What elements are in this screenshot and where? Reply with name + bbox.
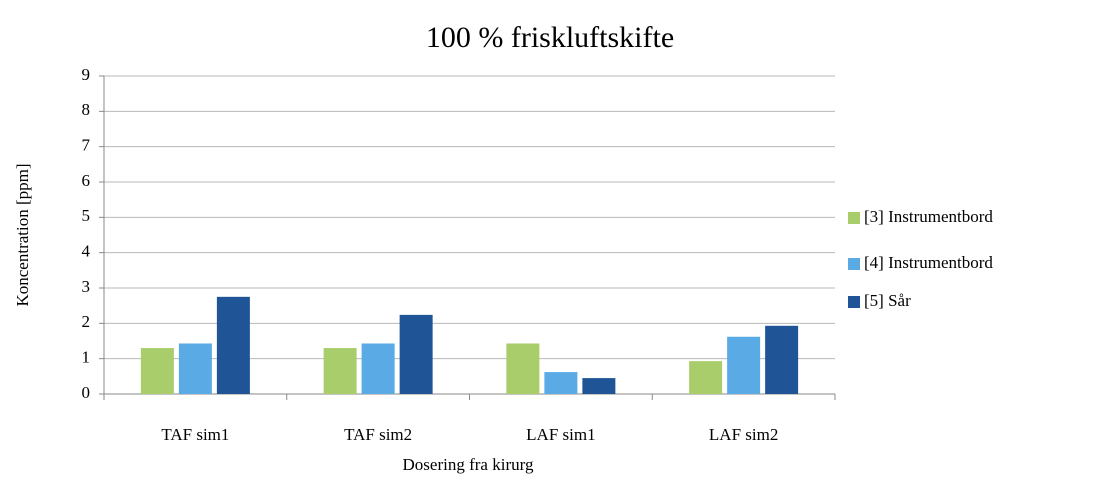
x-tick-label: TAF sim2: [344, 425, 412, 444]
bar: [544, 372, 578, 394]
legend-label: [3] Instrumentbord: [864, 207, 993, 226]
y-tick-label: 9: [82, 65, 91, 84]
bar: [765, 325, 799, 394]
bar: [399, 314, 433, 394]
legend-label: [4] Instrumentbord: [864, 253, 993, 272]
bar: [506, 343, 540, 394]
bar: [582, 378, 616, 394]
x-axis-label: Dosering fra kirurg: [403, 455, 534, 474]
bar: [140, 348, 174, 394]
chart-title: 100 % friskluftskifte: [426, 21, 674, 54]
y-tick-label: 4: [82, 242, 91, 261]
y-tick-label: 7: [82, 136, 91, 155]
legend-swatch: [848, 212, 860, 224]
y-tick-label: 1: [82, 348, 91, 367]
bar: [727, 336, 761, 394]
y-tick-label: 8: [82, 100, 91, 119]
legend-swatch: [848, 258, 860, 270]
y-tick-label: 3: [82, 277, 91, 296]
bar: [178, 343, 212, 394]
x-tick-label: LAF sim2: [709, 425, 778, 444]
y-tick-label: 5: [82, 206, 91, 225]
y-axis-label: Koncentration [ppm]: [13, 163, 32, 306]
bar: [323, 348, 357, 394]
y-tick-label: 2: [82, 312, 91, 331]
bar: [689, 361, 723, 394]
bar: [216, 296, 250, 394]
legend-label: [5] Sår: [864, 291, 911, 310]
x-tick-label: TAF sim1: [161, 425, 229, 444]
x-tick-label: LAF sim1: [526, 425, 595, 444]
legend-swatch: [848, 296, 860, 308]
y-tick-label: 6: [82, 171, 91, 190]
bar: [361, 343, 395, 394]
y-tick-label: 0: [82, 383, 91, 402]
